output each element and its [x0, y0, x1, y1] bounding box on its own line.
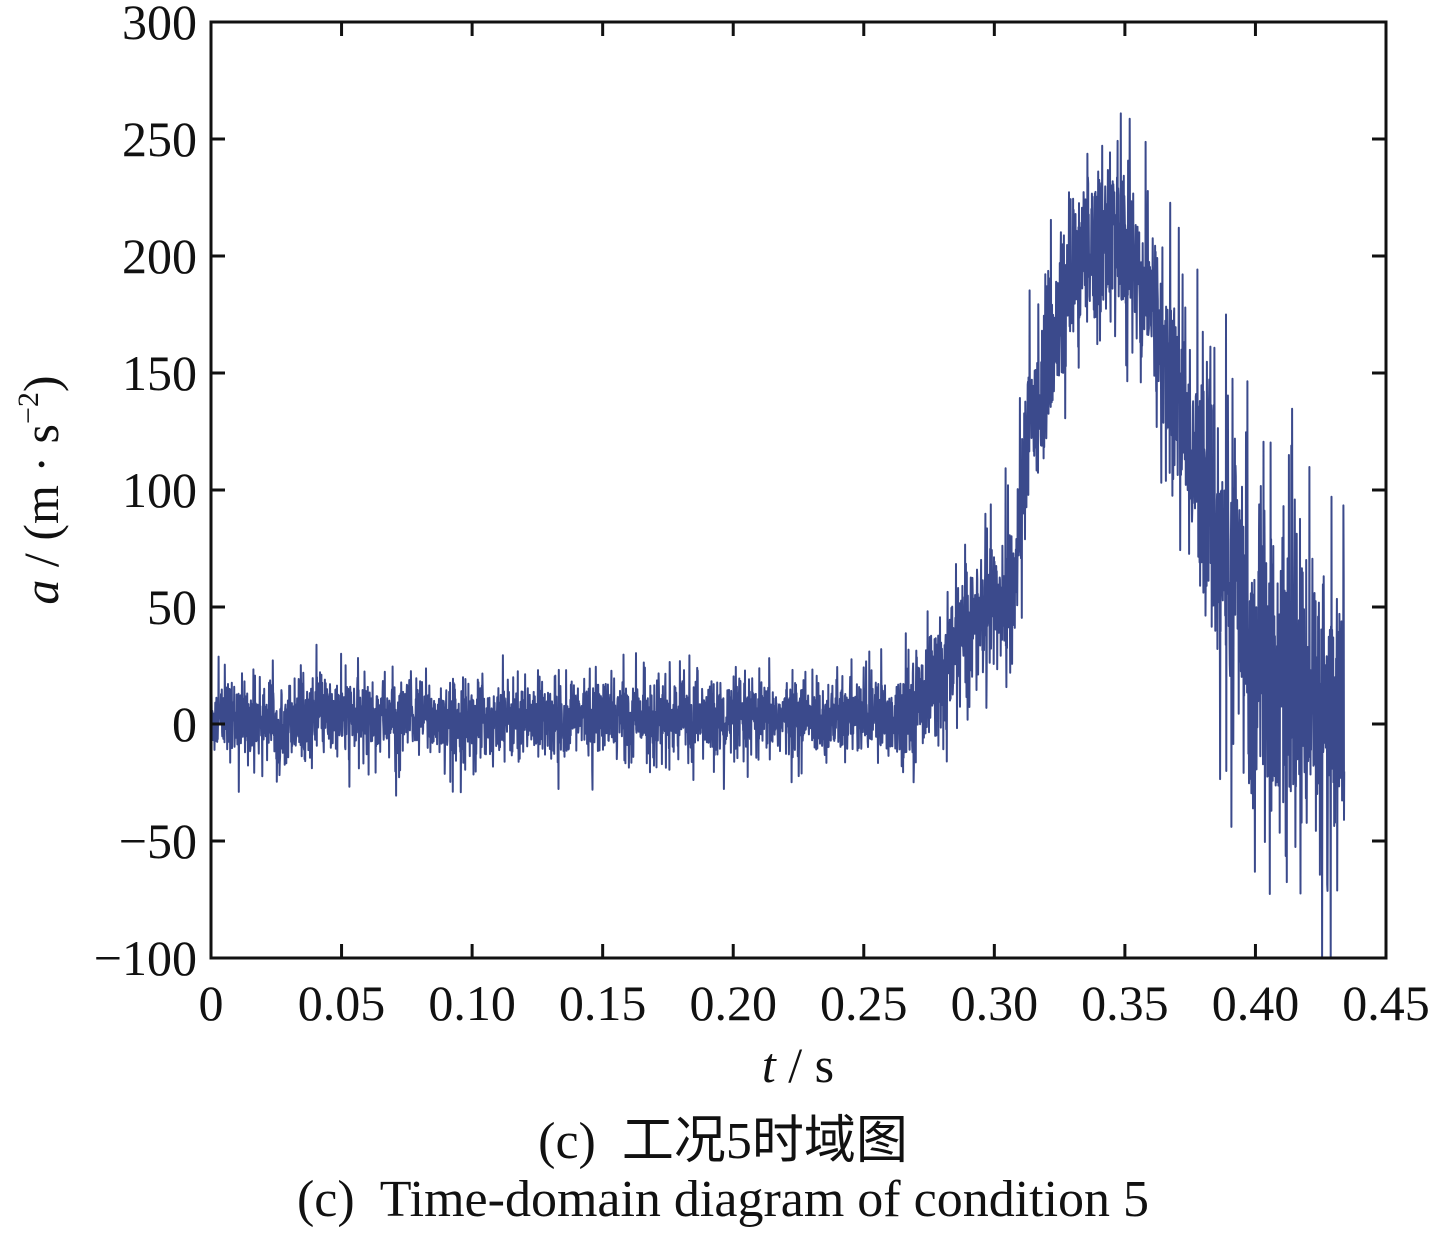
y-axis-var: a	[13, 580, 69, 605]
y-axis-label: a / (m · s−2)	[12, 375, 69, 604]
x-tick-label: 0.35	[1081, 975, 1169, 1031]
y-tick-label: 50	[147, 579, 197, 635]
y-tick-label: 150	[122, 345, 197, 401]
y-tick-label: 200	[122, 228, 197, 284]
y-tick-label: 0	[172, 696, 197, 752]
x-axis-var: t	[762, 1037, 777, 1093]
y-tick-labels: 300 250 200 150 100 50 0 −50 −100	[94, 0, 197, 986]
x-tick-label: 0.40	[1212, 975, 1300, 1031]
y-tick-label: −100	[94, 930, 197, 986]
caption-chinese: (c) 工况5时域图	[538, 1113, 908, 1170]
caption-english: (c) Time-domain diagram of condition 5	[296, 1171, 1150, 1228]
x-tick-labels: 0 0.05 0.10 0.15 0.20 0.25 0.30 0.35 0.40 0.45	[199, 975, 1430, 1031]
x-tick-label: 0.05	[298, 975, 386, 1031]
x-tick-label: 0	[199, 975, 224, 1031]
y-axis-sup: −2	[12, 392, 45, 424]
x-tick-label: 0.45	[1342, 975, 1430, 1031]
y-tick-label: 250	[122, 111, 197, 167]
x-tick-label: 0.10	[428, 975, 516, 1031]
tick-marks	[209, 20, 1388, 960]
x-axis-label: t / s	[762, 1037, 834, 1093]
y-tick-label: 100	[122, 462, 197, 518]
signal-line	[211, 112, 1346, 958]
y-tick-label: −50	[119, 813, 197, 869]
x-tick-label: 0.30	[951, 975, 1039, 1031]
y-axis-close: )	[13, 375, 69, 392]
y-axis-unit: / (m · s	[13, 424, 69, 580]
x-tick-label: 0.15	[559, 975, 647, 1031]
y-tick-label: 300	[122, 0, 197, 50]
x-tick-label: 0.20	[689, 975, 777, 1031]
x-tick-label: 0.25	[820, 975, 908, 1031]
x-axis-unit: / s	[776, 1037, 834, 1093]
